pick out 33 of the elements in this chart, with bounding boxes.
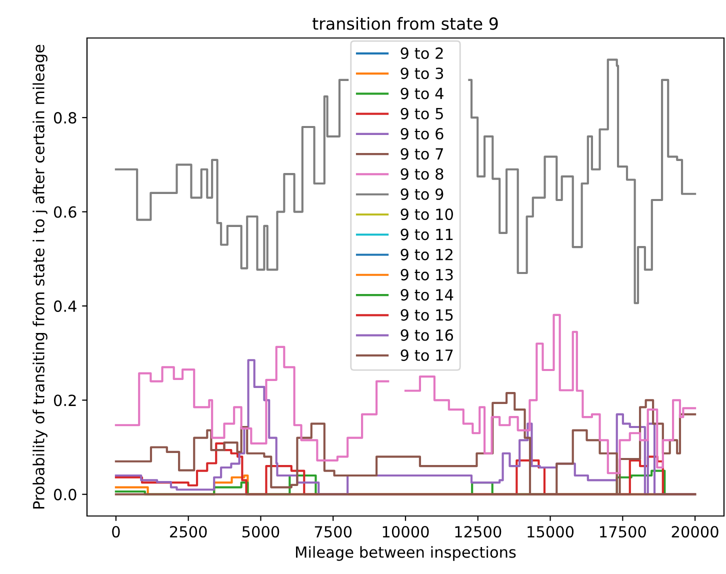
y-tick-label: 0.2 (54, 394, 76, 406)
legend-label: 9 to 4 (400, 88, 444, 100)
y-tick-label: 0.8 (54, 112, 76, 124)
y-axis-title: Probability of transiting from state i to j after certain mileage (32, 44, 48, 508)
x-tick-label: 15000 (528, 526, 574, 538)
legend-label: 9 to 12 (400, 248, 452, 260)
x-tick-label: 12500 (455, 526, 502, 538)
y-tick-label: 0.4 (54, 300, 76, 312)
x-tick-label: 10000 (382, 526, 429, 538)
legend-label: 9 to 6 (400, 128, 444, 140)
legend-label: 9 to 13 (400, 268, 453, 280)
legend-label: 9 to 17 (400, 349, 453, 361)
legend-label: 9 to 16 (400, 329, 454, 341)
legend-label: 9 to 5 (400, 108, 443, 120)
x-tick-label: 17500 (600, 526, 646, 538)
x-tick-label: 0 (112, 526, 120, 538)
x-tick-label: 2500 (170, 526, 207, 538)
legend-label: 9 to 10 (400, 208, 453, 220)
legend-label: 9 to 2 (400, 47, 443, 59)
x-tick-label: 20000 (672, 526, 718, 538)
legend-label: 9 to 15 (400, 309, 453, 321)
x-tick-label: 7500 (314, 526, 352, 538)
legend-label: 9 to 3 (400, 68, 444, 80)
y-tick-label: 0.6 (54, 206, 76, 218)
chart-title: transition from state 9 (312, 17, 498, 30)
legend-label: 9 to 14 (400, 289, 454, 301)
y-tick-label: 0.0 (54, 488, 76, 500)
x-tick-label: 5000 (242, 526, 280, 538)
legend-label: 9 to 9 (400, 188, 444, 200)
legend-label: 9 to 11 (400, 228, 453, 240)
legend-label: 9 to 7 (400, 148, 443, 160)
legend-label: 9 to 8 (400, 168, 444, 180)
x-axis-title: Mileage between inspections (296, 546, 516, 561)
